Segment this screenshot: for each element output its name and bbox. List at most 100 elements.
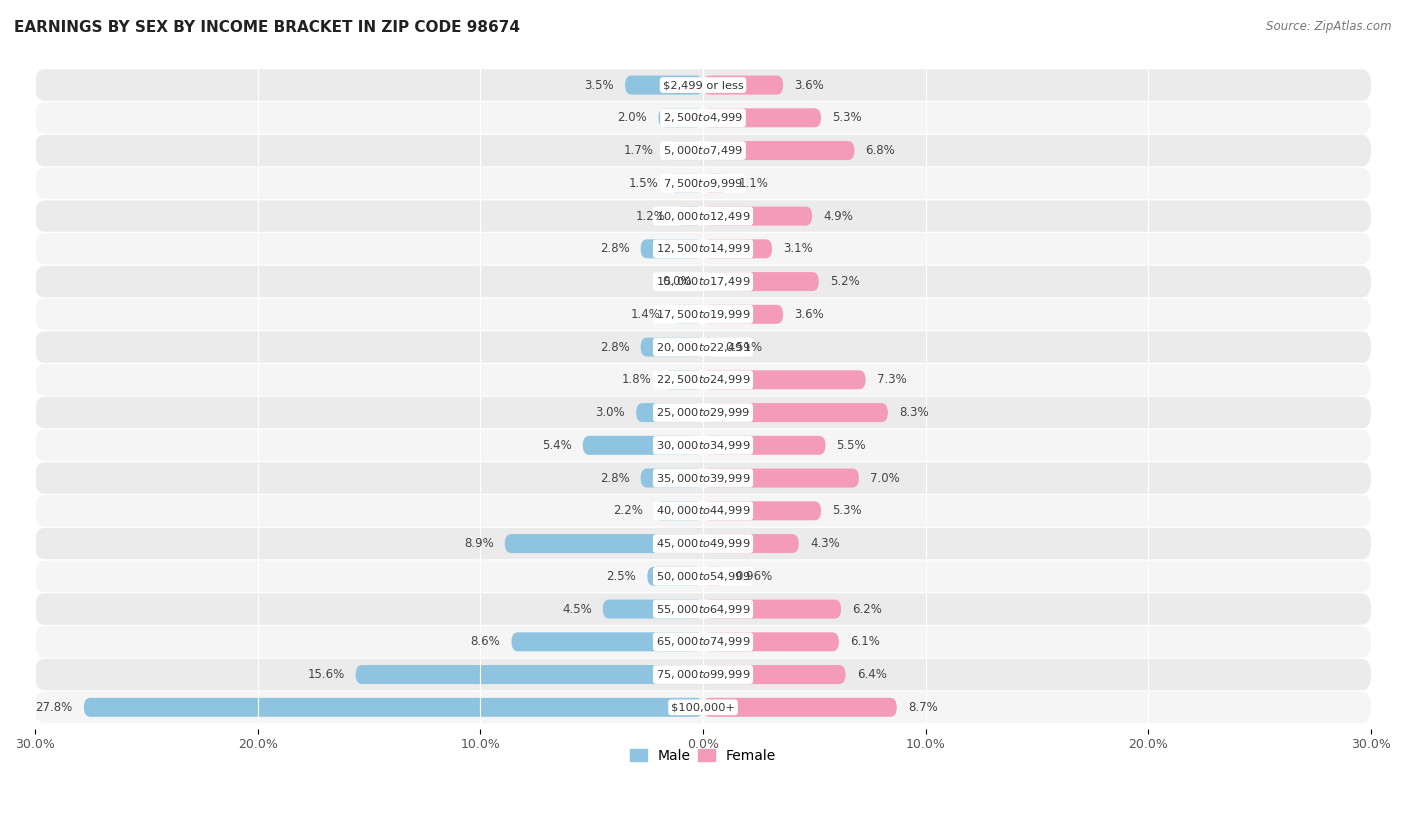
Text: EARNINGS BY SEX BY INCOME BRACKET IN ZIP CODE 98674: EARNINGS BY SEX BY INCOME BRACKET IN ZIP… [14, 20, 520, 35]
Text: 8.9%: 8.9% [464, 537, 494, 550]
Text: 6.1%: 6.1% [851, 635, 880, 648]
FancyBboxPatch shape [703, 108, 821, 128]
FancyBboxPatch shape [35, 135, 1371, 167]
Text: $2,499 or less: $2,499 or less [662, 80, 744, 90]
Text: $100,000+: $100,000+ [671, 702, 735, 712]
FancyBboxPatch shape [703, 698, 897, 717]
Text: $10,000 to $12,499: $10,000 to $12,499 [655, 210, 751, 223]
Text: 4.5%: 4.5% [562, 602, 592, 615]
Text: 2.5%: 2.5% [606, 570, 636, 583]
Text: $45,000 to $49,999: $45,000 to $49,999 [655, 537, 751, 550]
Text: $7,500 to $9,999: $7,500 to $9,999 [664, 176, 742, 189]
FancyBboxPatch shape [703, 207, 813, 225]
FancyBboxPatch shape [35, 495, 1371, 527]
Text: 0.0%: 0.0% [662, 275, 692, 288]
Text: Source: ZipAtlas.com: Source: ZipAtlas.com [1267, 20, 1392, 33]
Text: 5.3%: 5.3% [832, 504, 862, 517]
Text: $5,000 to $7,499: $5,000 to $7,499 [664, 144, 742, 157]
FancyBboxPatch shape [703, 502, 821, 520]
Text: 3.6%: 3.6% [794, 308, 824, 321]
Text: $55,000 to $64,999: $55,000 to $64,999 [655, 602, 751, 615]
FancyBboxPatch shape [703, 468, 859, 488]
Text: 1.4%: 1.4% [631, 308, 661, 321]
FancyBboxPatch shape [35, 200, 1371, 232]
Text: $35,000 to $39,999: $35,000 to $39,999 [655, 472, 751, 485]
Text: 8.7%: 8.7% [908, 701, 938, 714]
Text: 1.1%: 1.1% [738, 176, 769, 189]
FancyBboxPatch shape [35, 692, 1371, 723]
FancyBboxPatch shape [35, 593, 1371, 624]
Text: 5.3%: 5.3% [832, 111, 862, 124]
Text: $22,500 to $24,999: $22,500 to $24,999 [655, 373, 751, 386]
FancyBboxPatch shape [35, 69, 1371, 101]
FancyBboxPatch shape [35, 528, 1371, 559]
FancyBboxPatch shape [662, 370, 703, 389]
FancyBboxPatch shape [35, 397, 1371, 428]
FancyBboxPatch shape [703, 633, 839, 651]
FancyBboxPatch shape [35, 332, 1371, 363]
FancyBboxPatch shape [626, 76, 703, 94]
FancyBboxPatch shape [603, 599, 703, 619]
Text: 15.6%: 15.6% [308, 668, 344, 681]
Text: 8.6%: 8.6% [471, 635, 501, 648]
FancyBboxPatch shape [35, 626, 1371, 658]
FancyBboxPatch shape [703, 436, 825, 454]
FancyBboxPatch shape [703, 305, 783, 324]
FancyBboxPatch shape [35, 561, 1371, 592]
FancyBboxPatch shape [703, 272, 818, 291]
FancyBboxPatch shape [703, 337, 714, 357]
Text: 3.1%: 3.1% [783, 242, 813, 255]
Text: 2.8%: 2.8% [600, 341, 630, 354]
FancyBboxPatch shape [703, 370, 866, 389]
Text: $20,000 to $22,499: $20,000 to $22,499 [655, 341, 751, 354]
FancyBboxPatch shape [356, 665, 703, 684]
Text: 7.0%: 7.0% [870, 472, 900, 485]
Text: 27.8%: 27.8% [35, 701, 73, 714]
FancyBboxPatch shape [672, 305, 703, 324]
Text: $2,500 to $4,999: $2,500 to $4,999 [664, 111, 742, 124]
Text: 1.8%: 1.8% [621, 373, 652, 386]
FancyBboxPatch shape [703, 403, 887, 422]
FancyBboxPatch shape [505, 534, 703, 553]
Text: $12,500 to $14,999: $12,500 to $14,999 [655, 242, 751, 255]
FancyBboxPatch shape [641, 468, 703, 488]
Text: $30,000 to $34,999: $30,000 to $34,999 [655, 439, 751, 452]
Text: $50,000 to $54,999: $50,000 to $54,999 [655, 570, 751, 583]
Text: 1.5%: 1.5% [628, 176, 658, 189]
Text: 0.96%: 0.96% [735, 570, 773, 583]
FancyBboxPatch shape [35, 429, 1371, 461]
Text: 5.5%: 5.5% [837, 439, 866, 452]
Text: $65,000 to $74,999: $65,000 to $74,999 [655, 635, 751, 648]
Text: $15,000 to $17,499: $15,000 to $17,499 [655, 275, 751, 288]
Text: 6.4%: 6.4% [856, 668, 887, 681]
FancyBboxPatch shape [703, 665, 845, 684]
Text: 6.2%: 6.2% [852, 602, 882, 615]
FancyBboxPatch shape [703, 239, 772, 259]
Text: $25,000 to $29,999: $25,000 to $29,999 [655, 406, 751, 419]
FancyBboxPatch shape [35, 659, 1371, 690]
Text: 2.8%: 2.8% [600, 472, 630, 485]
Text: $40,000 to $44,999: $40,000 to $44,999 [655, 504, 751, 517]
FancyBboxPatch shape [35, 266, 1371, 298]
FancyBboxPatch shape [641, 239, 703, 259]
FancyBboxPatch shape [647, 567, 703, 586]
FancyBboxPatch shape [703, 567, 724, 586]
FancyBboxPatch shape [703, 174, 727, 193]
FancyBboxPatch shape [703, 534, 799, 553]
FancyBboxPatch shape [636, 403, 703, 422]
FancyBboxPatch shape [512, 633, 703, 651]
Text: 5.2%: 5.2% [830, 275, 859, 288]
Text: 6.8%: 6.8% [866, 144, 896, 157]
Text: $75,000 to $99,999: $75,000 to $99,999 [655, 668, 751, 681]
FancyBboxPatch shape [676, 207, 703, 225]
Text: 2.0%: 2.0% [617, 111, 647, 124]
Text: 5.4%: 5.4% [541, 439, 572, 452]
FancyBboxPatch shape [665, 141, 703, 160]
Text: 1.2%: 1.2% [636, 210, 665, 223]
FancyBboxPatch shape [84, 698, 703, 717]
Legend: Male, Female: Male, Female [624, 743, 782, 768]
FancyBboxPatch shape [35, 364, 1371, 396]
FancyBboxPatch shape [582, 436, 703, 454]
Text: 1.7%: 1.7% [624, 144, 654, 157]
Text: 7.3%: 7.3% [877, 373, 907, 386]
